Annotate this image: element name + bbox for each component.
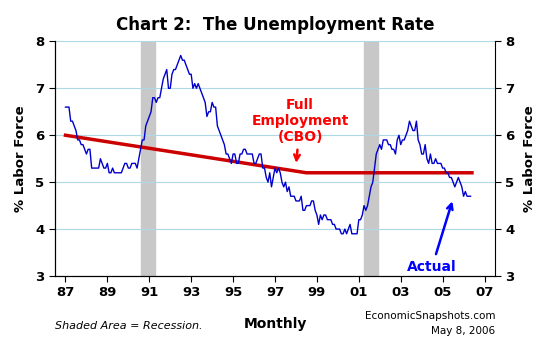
Text: Full
Employment
(CBO): Full Employment (CBO) xyxy=(251,98,349,160)
Text: Shaded Area = Recession.: Shaded Area = Recession. xyxy=(55,321,202,331)
Text: Monthly: Monthly xyxy=(243,317,307,331)
Text: EconomicSnapshots.com: EconomicSnapshots.com xyxy=(365,311,495,321)
Y-axis label: % Labor Force: % Labor Force xyxy=(14,105,27,212)
Title: Chart 2:  The Unemployment Rate: Chart 2: The Unemployment Rate xyxy=(116,16,435,34)
Bar xyxy=(364,41,378,276)
Y-axis label: % Labor Force: % Labor Force xyxy=(523,105,536,212)
Bar xyxy=(141,41,155,276)
Text: Actual: Actual xyxy=(408,204,457,274)
Text: May 8, 2006: May 8, 2006 xyxy=(431,326,495,336)
